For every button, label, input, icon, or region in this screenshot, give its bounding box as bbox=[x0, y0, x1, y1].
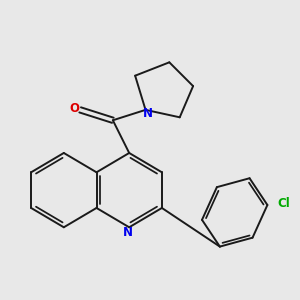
Text: Cl: Cl bbox=[277, 197, 290, 210]
Text: O: O bbox=[70, 102, 80, 115]
Text: N: N bbox=[143, 107, 153, 120]
Text: N: N bbox=[123, 226, 133, 239]
